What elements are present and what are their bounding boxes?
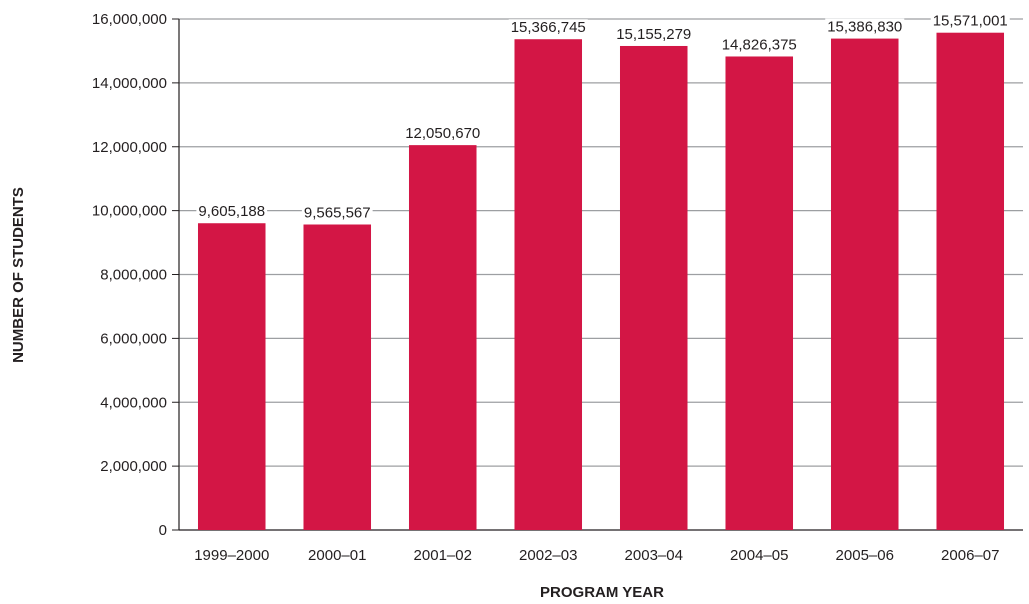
x-axis-title: PROGRAM YEAR (540, 584, 664, 601)
data-label-background (403, 125, 483, 143)
y-tick-label: 12,000,000 (92, 139, 167, 156)
bar-3 (514, 39, 583, 531)
y-axis-title: NUMBER OF STUDENTS (10, 187, 27, 363)
bar-0 (197, 223, 266, 530)
data-label-background (719, 36, 799, 54)
x-tick-label: 2003–04 (625, 547, 683, 564)
data-label-background (825, 18, 905, 36)
data-labels: 9,605,188 9,565,567 12,050,670 15,366,745 15… (196, 12, 1010, 222)
bar-5 (725, 56, 794, 531)
data-label: 14,826,375 (722, 36, 797, 53)
data-label: 15,571,001 (933, 13, 1008, 30)
data-label: 15,366,745 (511, 19, 586, 36)
bars (197, 32, 1005, 531)
y-tick-label: 0 (159, 522, 167, 539)
bar-7 (936, 32, 1005, 530)
data-label-background (614, 25, 694, 43)
data-label: 9,565,567 (304, 204, 371, 221)
y-tick-label: 6,000,000 (100, 330, 167, 347)
x-tick-label: 2002–03 (519, 547, 577, 564)
y-axis: 0 2,000,000 4,000,000 6,000,000 8,000,000 10,… (92, 11, 180, 539)
y-tick-label: 14,000,000 (92, 75, 167, 92)
y-tick-label: 10,000,000 (92, 203, 167, 220)
x-axis: 1999–2000 2000–01 2001–02 2002–03 2003–04 200… (179, 529, 1023, 564)
data-label: 15,386,830 (827, 19, 902, 36)
x-tick-label: 2001–02 (414, 547, 472, 564)
data-label: 15,155,279 (616, 26, 691, 43)
y-tick-label: 2,000,000 (100, 458, 167, 475)
bar-6 (830, 38, 899, 530)
bar-4 (619, 45, 688, 531)
y-tick-label: 16,000,000 (92, 11, 167, 28)
data-label-background (508, 19, 588, 37)
data-label-background (930, 12, 1010, 30)
x-tick-label: 1999–2000 (194, 547, 269, 564)
x-tick-label: 2004–05 (730, 547, 788, 564)
y-tick-label: 8,000,000 (100, 267, 167, 284)
x-tick-label: 2006–07 (941, 547, 999, 564)
data-label-background (196, 203, 268, 221)
x-tick-label: 2000–01 (308, 547, 366, 564)
data-label: 12,050,670 (405, 125, 480, 142)
x-tick-label: 2005–06 (836, 547, 894, 564)
data-label: 9,605,188 (198, 203, 265, 220)
bar-2 (408, 145, 477, 531)
y-tick-label: 4,000,000 (100, 394, 167, 411)
bar-1 (303, 224, 372, 531)
data-label-background (301, 204, 373, 222)
